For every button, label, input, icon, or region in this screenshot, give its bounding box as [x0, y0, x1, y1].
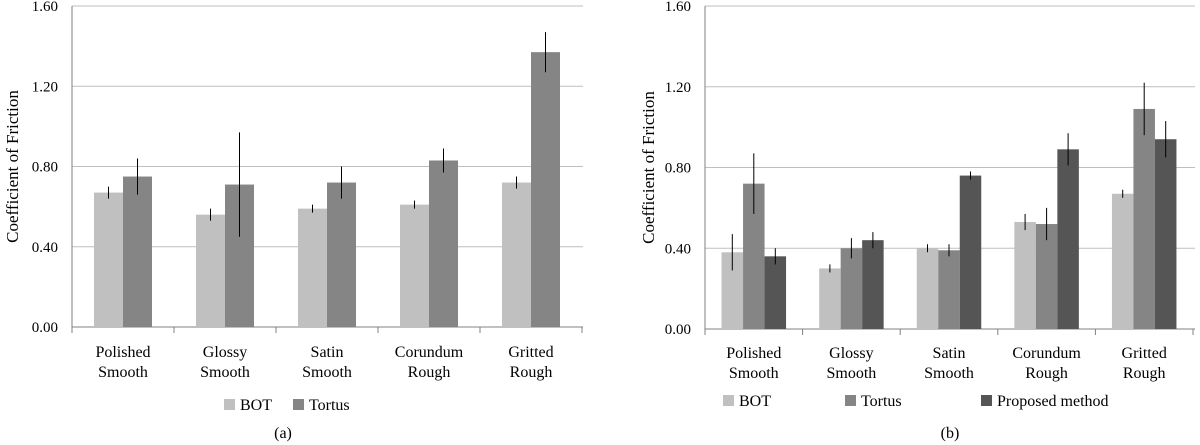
y-axis-label: Coefficient of Friction — [639, 91, 658, 244]
category-label: Rough — [1123, 365, 1166, 382]
bar-bot — [1111, 193, 1134, 329]
panel-label: (a) — [274, 425, 292, 442]
y-tick-label: 0.40 — [665, 241, 691, 257]
legend-swatch — [293, 399, 304, 410]
category-label: Polished — [95, 344, 150, 361]
chart-a: 0.00 0.40 0.80 1.20 1.60 Polished Smooth Glossy… — [3, 0, 583, 442]
y-tick-label: 0.40 — [32, 240, 58, 256]
legend-label: Proposed method — [997, 393, 1109, 410]
category-label: Rough — [1025, 365, 1068, 382]
category-label: Corundum — [395, 344, 464, 361]
legend-label: Tortus — [861, 393, 902, 410]
y-tick-label: 1.20 — [32, 79, 58, 95]
bar-bot — [298, 208, 327, 327]
bar-bot — [502, 182, 531, 327]
bar-tortus — [938, 250, 960, 329]
category-label: Glossy — [203, 344, 247, 361]
legend-label: Tortus — [309, 397, 350, 414]
category-label: Smooth — [729, 365, 779, 382]
legend-swatch — [981, 395, 992, 406]
chart-b: 0.00 0.40 0.80 1.20 1.60 Polished Smooth Glossy… — [639, 0, 1195, 442]
category-label: Satin — [311, 344, 344, 361]
panel-label: (b) — [941, 425, 960, 442]
bar-tortus — [327, 182, 356, 327]
bar-bot — [819, 268, 841, 329]
y-tick-label: 0.80 — [665, 161, 691, 177]
y-axis-label: Coefficient of Friction — [3, 90, 22, 243]
bar-proposed-method — [862, 240, 884, 329]
category-label: Smooth — [200, 364, 250, 381]
legend-swatch — [845, 395, 856, 406]
category-label: Rough — [510, 364, 553, 381]
category-label: Gritted — [1122, 345, 1167, 362]
bar-tortus — [123, 176, 152, 327]
bar-proposed-method — [1154, 139, 1177, 329]
category-label: Glossy — [829, 345, 873, 362]
category-label: Gritted — [508, 344, 553, 361]
legend-label: BOT — [240, 397, 272, 414]
category-label: Polished — [726, 345, 781, 362]
bar-bot — [400, 204, 429, 327]
category-label: Smooth — [302, 364, 352, 381]
y-tick-label: 1.20 — [665, 80, 691, 96]
category-label: Corundum — [1012, 345, 1081, 362]
category-label: Rough — [408, 364, 451, 381]
bar-tortus — [429, 160, 458, 327]
y-tick-label: 1.60 — [32, 0, 58, 15]
bar-bot — [721, 252, 744, 329]
bar-bot — [916, 248, 939, 329]
bar-tortus — [1035, 224, 1058, 329]
bar-tortus — [531, 52, 560, 328]
bar-proposed-method — [764, 256, 787, 329]
y-tick-label: 0.00 — [32, 320, 58, 336]
bar-tortus — [743, 183, 765, 329]
y-tick-label: 0.00 — [665, 322, 691, 338]
y-tick-label: 1.60 — [665, 0, 691, 15]
category-label: Smooth — [98, 364, 148, 381]
category-label: Smooth — [827, 365, 877, 382]
bar-bot — [94, 192, 123, 327]
bar-proposed-method — [959, 175, 982, 329]
bar-bot — [196, 214, 225, 327]
bar-tortus — [1133, 108, 1155, 329]
bar-bot — [1014, 222, 1036, 329]
legend-label: BOT — [739, 393, 771, 410]
y-tick-label: 0.80 — [32, 160, 58, 176]
legend-swatch — [723, 395, 734, 406]
category-label: Smooth — [924, 365, 974, 382]
category-label: Satin — [933, 345, 966, 362]
bar-tortus — [840, 248, 863, 329]
legend-swatch — [224, 399, 235, 410]
bar-proposed-method — [1057, 149, 1079, 329]
